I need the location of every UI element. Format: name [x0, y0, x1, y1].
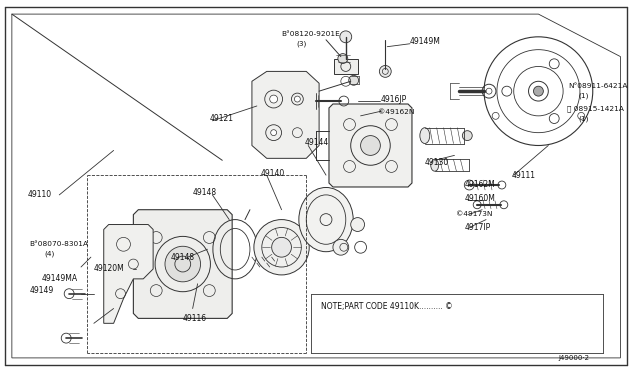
- Circle shape: [351, 218, 365, 231]
- Circle shape: [271, 130, 276, 136]
- Text: (3): (3): [296, 41, 307, 47]
- Text: J49000·2: J49000·2: [558, 355, 589, 361]
- Text: 49110: 49110: [28, 190, 52, 199]
- Circle shape: [462, 131, 472, 141]
- Polygon shape: [334, 58, 358, 74]
- Text: 49121: 49121: [209, 114, 234, 124]
- Text: 49111: 49111: [512, 171, 536, 180]
- Circle shape: [254, 219, 309, 275]
- Polygon shape: [252, 71, 319, 158]
- Polygon shape: [104, 225, 153, 323]
- Text: (1): (1): [578, 116, 588, 122]
- Text: 49149: 49149: [29, 286, 54, 295]
- Text: 49148: 49148: [171, 253, 195, 262]
- Circle shape: [165, 246, 200, 282]
- Circle shape: [294, 96, 300, 102]
- Text: 49162M: 49162M: [465, 180, 495, 189]
- Text: 4916JP: 4916JP: [380, 94, 406, 103]
- Text: (4): (4): [44, 251, 55, 257]
- Polygon shape: [329, 104, 412, 187]
- Text: N°08911-6421A: N°08911-6421A: [568, 83, 627, 89]
- Ellipse shape: [431, 159, 438, 171]
- Text: 49130: 49130: [425, 158, 449, 167]
- Text: 4917IP: 4917IP: [465, 223, 491, 232]
- Text: 49160M: 49160M: [465, 194, 495, 203]
- Text: Ⓚ 08915-1421A: Ⓚ 08915-1421A: [567, 106, 624, 112]
- Text: 49149M: 49149M: [410, 37, 441, 46]
- Text: 49140: 49140: [261, 169, 285, 178]
- Polygon shape: [133, 210, 232, 318]
- Text: ©49173N: ©49173N: [456, 211, 493, 217]
- Text: (1): (1): [578, 93, 588, 99]
- Circle shape: [338, 54, 348, 64]
- Text: 49144: 49144: [304, 138, 328, 147]
- Text: B°08120-9201E: B°08120-9201E: [282, 31, 340, 37]
- Text: ©49162N: ©49162N: [378, 109, 415, 115]
- Text: 49149MA: 49149MA: [42, 275, 77, 283]
- Text: 49148: 49148: [193, 188, 217, 198]
- Text: 49116: 49116: [183, 314, 207, 323]
- Circle shape: [272, 237, 291, 257]
- Circle shape: [333, 239, 349, 255]
- Ellipse shape: [299, 187, 353, 252]
- Circle shape: [269, 95, 278, 103]
- Circle shape: [360, 136, 380, 155]
- Circle shape: [534, 86, 543, 96]
- Circle shape: [380, 65, 391, 77]
- Text: B°08070-8301A: B°08070-8301A: [29, 241, 88, 247]
- Text: 49120M: 49120M: [94, 264, 125, 273]
- Circle shape: [340, 31, 352, 43]
- Text: NOTE;PART CODE 49110K.......... ©: NOTE;PART CODE 49110K.......... ©: [321, 302, 452, 311]
- Ellipse shape: [420, 128, 429, 144]
- Circle shape: [349, 76, 358, 85]
